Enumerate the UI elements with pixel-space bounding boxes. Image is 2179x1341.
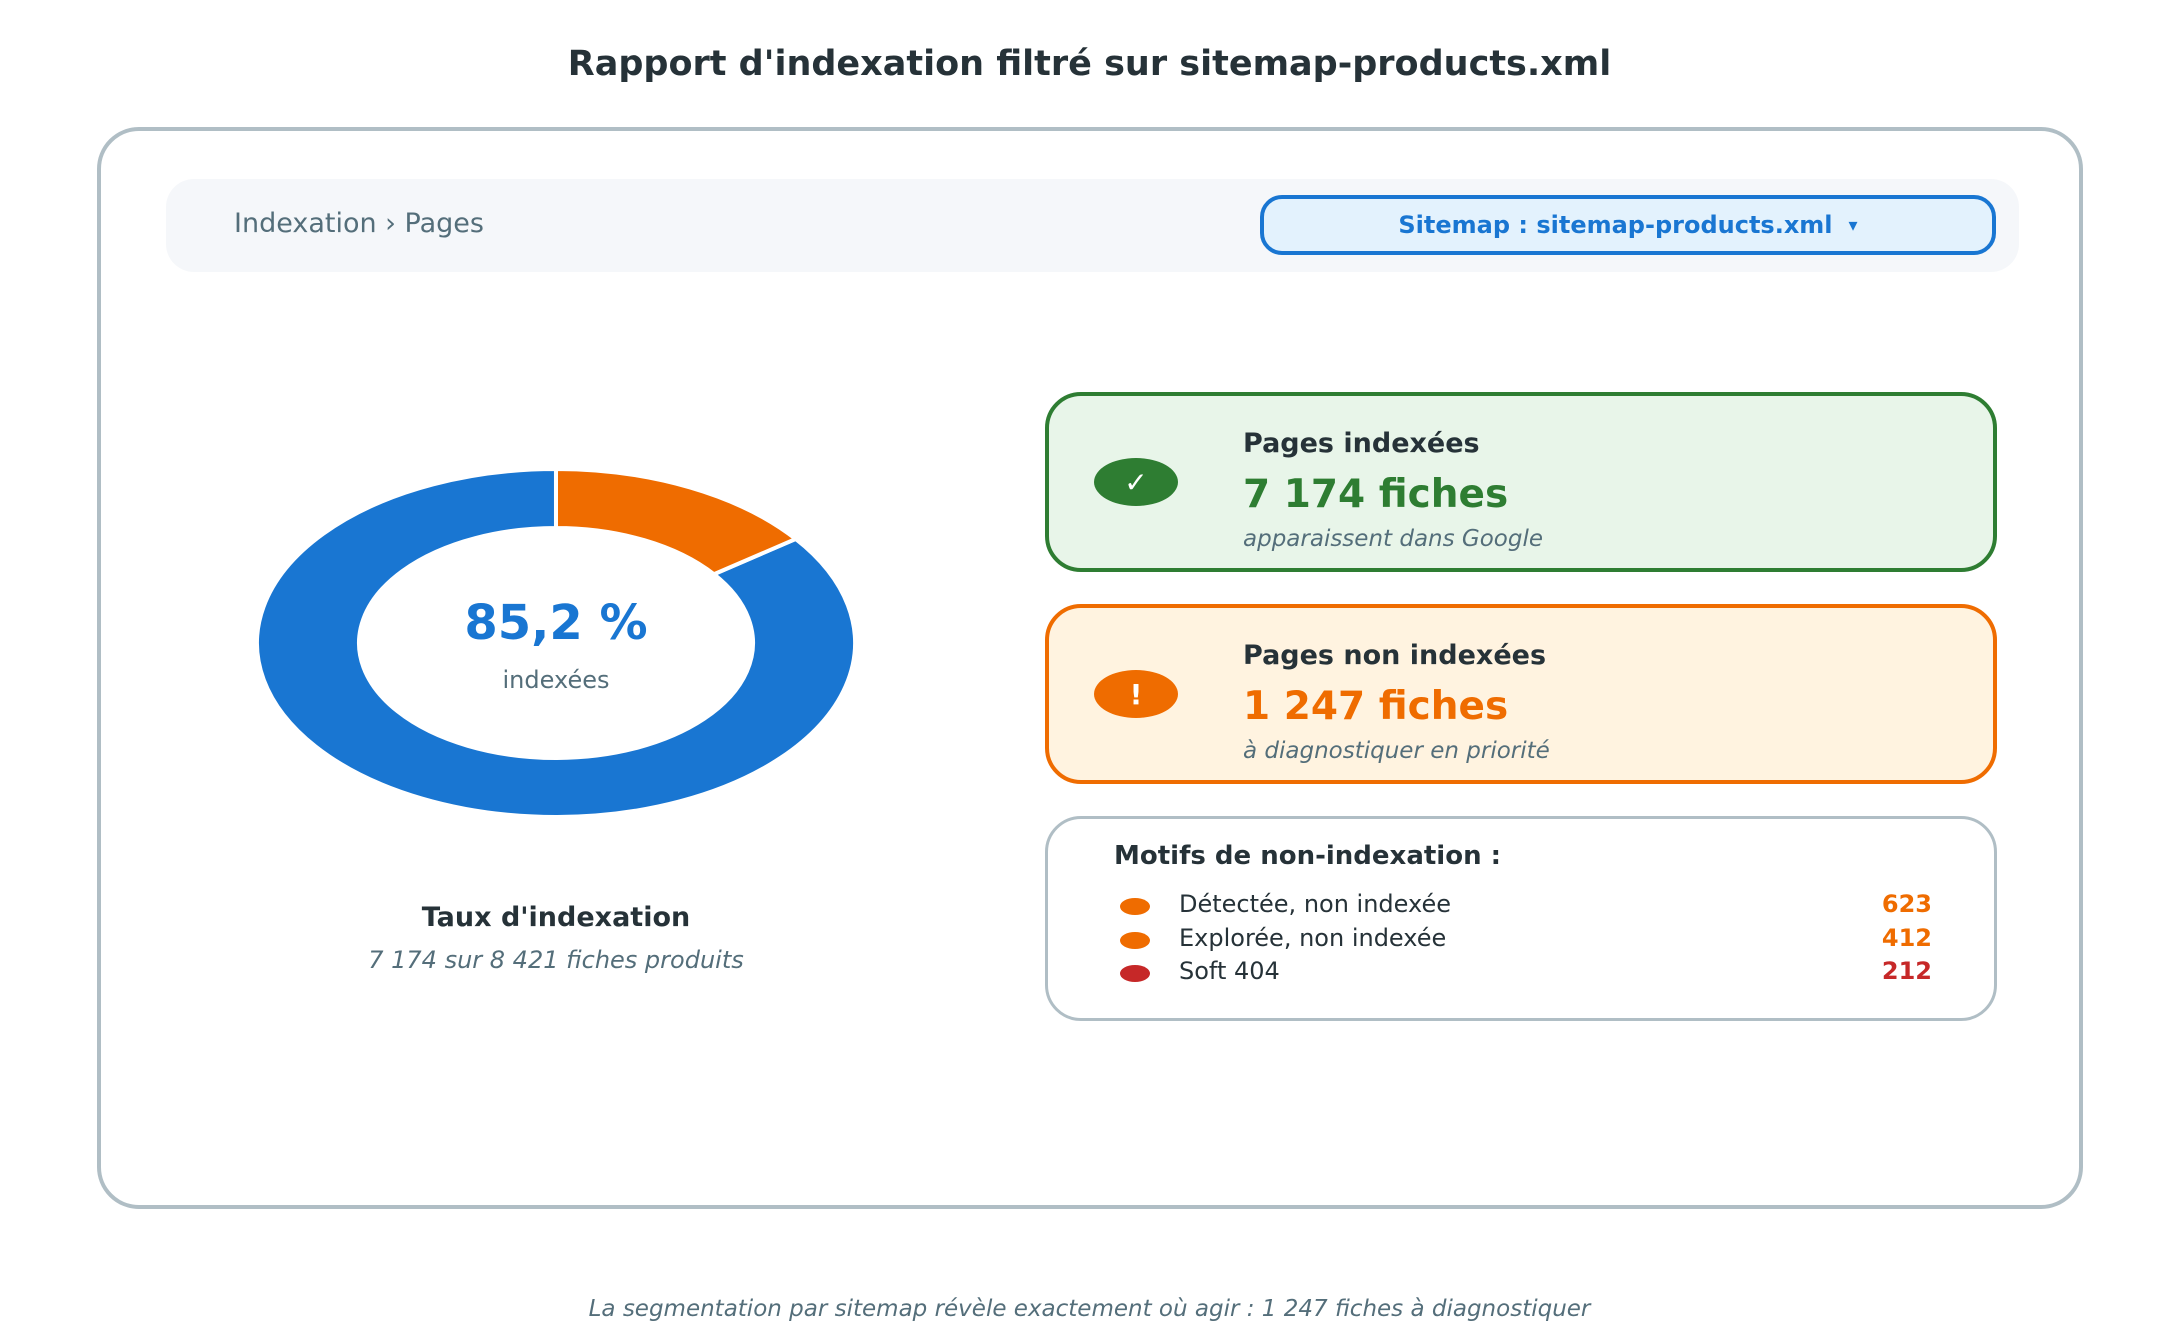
reason-count: 412	[1881, 924, 1932, 952]
not-indexed-pages-heading: Pages non indexées	[1243, 640, 1547, 671]
donut-segment-indexed	[257, 469, 855, 817]
reason-label: Détectée, non indexée	[1179, 890, 1452, 918]
reason-count: 212	[1881, 957, 1932, 985]
indexed-pages-count: 7 174 fiches	[1243, 472, 1509, 517]
sitemap-filter-label: Sitemap : sitemap-products.xml	[1398, 211, 1833, 239]
indexation-rate-value: 85,2 %	[464, 595, 648, 651]
not-indexed-pages-count: 1 247 fiches	[1243, 684, 1509, 729]
indexed-pages-note: apparaissent dans Google	[1243, 526, 1544, 552]
reason-row-detected[interactable]: Détectée, non indexée 623	[1048, 888, 2000, 922]
reasons-title: Motifs de non-indexation :	[1114, 841, 1502, 871]
indexation-rate-unit: indexées	[502, 666, 610, 694]
reason-row-soft-404[interactable]: Soft 404 212	[1048, 955, 2000, 989]
donut-segment-not-indexed	[554, 469, 800, 577]
reason-label: Soft 404	[1179, 957, 1280, 985]
indexation-rate-subtitle: 7 174 sur 8 421 fiches produits	[368, 946, 744, 974]
breadcrumb[interactable]: Indexation › Pages	[234, 208, 484, 239]
status-dot-icon	[1120, 898, 1150, 915]
status-dot-icon	[1120, 932, 1150, 949]
reason-count: 623	[1881, 890, 1932, 918]
warning-icon: !	[1094, 670, 1178, 718]
reason-row-crawled[interactable]: Explorée, non indexée 412	[1048, 922, 2000, 956]
not-indexed-pages-card[interactable]: ! Pages non indexées 1 247 fiches à diag…	[1045, 604, 1997, 784]
indexation-donut-chart	[257, 469, 855, 817]
non-indexation-reasons-card: Motifs de non-indexation : Détectée, non…	[1045, 816, 1997, 1021]
footnote: La segmentation par sitemap révèle exact…	[588, 1296, 1591, 1322]
indexed-pages-card[interactable]: ✓ Pages indexées 7 174 fiches apparaisse…	[1045, 392, 1997, 572]
status-dot-icon	[1120, 965, 1150, 982]
reason-label: Explorée, non indexée	[1179, 924, 1447, 952]
check-icon: ✓	[1094, 458, 1178, 506]
indexed-pages-heading: Pages indexées	[1243, 428, 1480, 459]
indexation-rate-title: Taux d'indexation	[421, 902, 691, 933]
page-title: Rapport d'indexation filtré sur sitemap-…	[567, 44, 1612, 84]
not-indexed-pages-note: à diagnostiquer en priorité	[1243, 738, 1550, 764]
sitemap-filter-dropdown[interactable]: Sitemap : sitemap-products.xml ▾	[1260, 195, 1996, 255]
chevron-down-icon: ▾	[1848, 214, 1858, 236]
